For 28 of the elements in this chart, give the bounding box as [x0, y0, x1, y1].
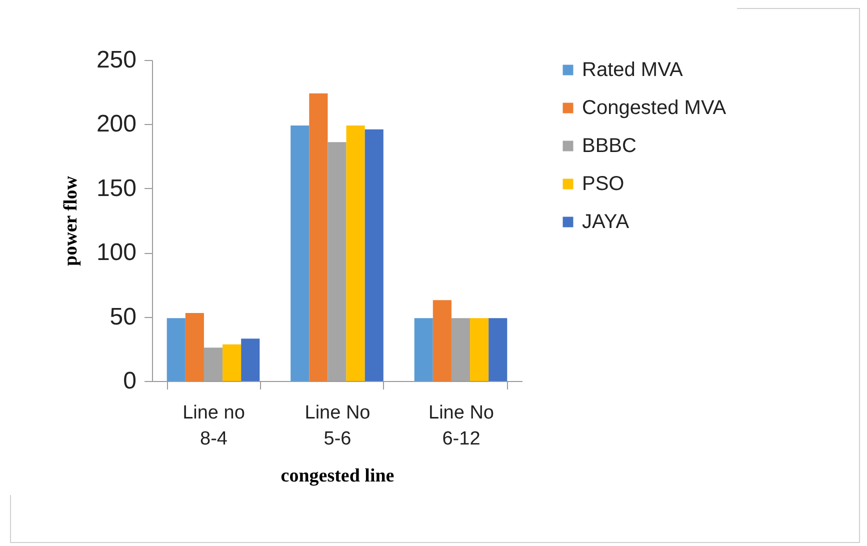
bar [470, 318, 489, 381]
bar [222, 344, 242, 381]
y-tick-label: 100 [96, 239, 136, 266]
x-tick-label: Line no 8-4 [182, 402, 245, 450]
bar [414, 318, 433, 381]
x-axis-title: congested line [280, 466, 394, 486]
bar [166, 318, 186, 381]
bar [488, 318, 508, 381]
bar [290, 125, 310, 381]
legend-label: Congested MVA [582, 97, 727, 119]
bar [241, 338, 260, 381]
bar [364, 129, 384, 381]
y-tick-label: 250 [96, 46, 136, 74]
y-axis-title: power flow [60, 176, 82, 266]
x-tick-label: Line No 5-6 [304, 402, 370, 450]
bar [346, 125, 365, 381]
y-tick-label: 200 [96, 110, 136, 138]
legend-label: PSO [582, 173, 624, 195]
bar [185, 312, 204, 381]
legend-label: Rated MVA [582, 59, 684, 81]
y-tick-label: 150 [96, 174, 136, 202]
y-tick-label: 50 [110, 303, 136, 330]
legend-label: JAYA [582, 211, 630, 233]
legend-label: BBBC [582, 135, 636, 157]
bar [432, 300, 452, 381]
bar [309, 93, 328, 381]
x-tick-label: Line No 6-12 [428, 402, 494, 450]
y-tick-label: 0 [123, 368, 136, 394]
